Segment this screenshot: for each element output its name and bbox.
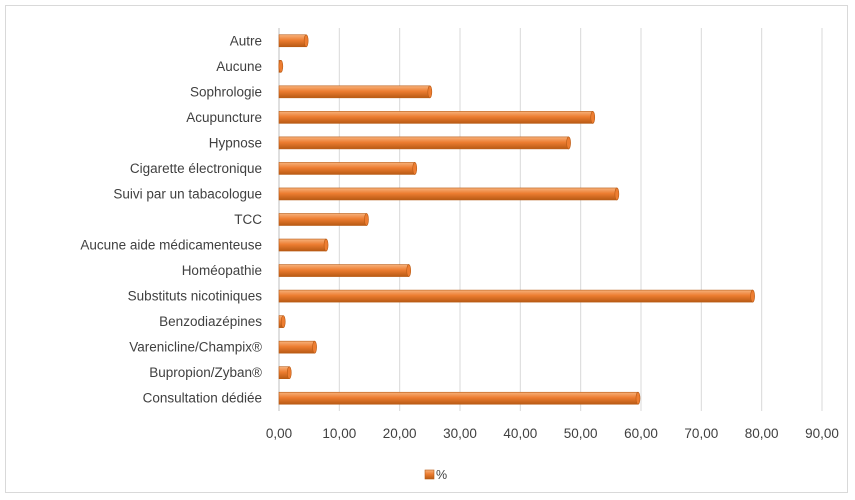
bar-body bbox=[278, 34, 307, 48]
bar-body bbox=[278, 136, 569, 150]
x-tick-label: 0,00 bbox=[266, 426, 292, 441]
x-tick-label: 50,00 bbox=[564, 426, 598, 441]
bar-cap bbox=[323, 238, 329, 252]
bar bbox=[278, 340, 317, 354]
bar bbox=[278, 213, 369, 226]
bar-body bbox=[278, 162, 416, 175]
bar bbox=[278, 187, 620, 201]
category-label: Aucune bbox=[216, 59, 262, 74]
bar-cap bbox=[750, 289, 755, 303]
bar-cap bbox=[614, 187, 620, 201]
bar bbox=[278, 264, 412, 277]
bars bbox=[278, 34, 755, 405]
bar-body bbox=[278, 238, 327, 252]
x-tick-label: 30,00 bbox=[443, 426, 477, 441]
bar bbox=[278, 391, 641, 405]
x-tick-label: 40,00 bbox=[503, 426, 537, 441]
bar-cap bbox=[280, 315, 286, 328]
bar bbox=[278, 315, 286, 328]
category-label: Benzodiazépines bbox=[159, 314, 262, 329]
category-label: Substituts nicotiniques bbox=[128, 289, 263, 304]
bar bbox=[278, 34, 309, 48]
x-tick-label: 80,00 bbox=[745, 426, 779, 441]
category-label: Autre bbox=[230, 33, 262, 48]
legend-label: % bbox=[436, 468, 447, 482]
legend-swatch bbox=[424, 469, 435, 480]
bar-cap bbox=[278, 60, 284, 73]
x-tick-label: 70,00 bbox=[684, 426, 718, 441]
bar-body bbox=[278, 111, 594, 124]
category-label: Homéopathie bbox=[182, 263, 262, 278]
bar bbox=[278, 366, 292, 380]
bar bbox=[278, 162, 418, 175]
bar-cap bbox=[364, 213, 369, 226]
bar-body bbox=[278, 391, 639, 405]
bar bbox=[278, 111, 596, 124]
bar-cap bbox=[286, 366, 292, 380]
bar-body bbox=[278, 85, 431, 99]
category-label: Cigarette électronique bbox=[130, 161, 262, 176]
x-tick-label: 60,00 bbox=[624, 426, 658, 441]
bar-cap bbox=[427, 85, 433, 99]
category-label: Bupropion/Zyban® bbox=[149, 365, 262, 380]
x-tick-label: 20,00 bbox=[383, 426, 417, 441]
category-label: Suivi par un tabacologue bbox=[113, 186, 262, 201]
category-label: Varenicline/Champix® bbox=[129, 340, 262, 355]
bar-cap bbox=[566, 136, 571, 150]
bar-body bbox=[278, 187, 618, 201]
category-label: Sophrologie bbox=[190, 84, 262, 99]
bar-cap bbox=[312, 340, 317, 354]
x-tick-label: 90,00 bbox=[805, 426, 839, 441]
x-axis-ticks: 0,00 10,00 20,00 30,00 40,00 50,00 60,00 70,00 8… bbox=[266, 426, 839, 441]
category-label: Acupuncture bbox=[186, 110, 262, 125]
category-label: Hypnose bbox=[209, 135, 262, 150]
bar bbox=[278, 136, 571, 150]
bar-body bbox=[278, 213, 367, 226]
x-tick-label: 10,00 bbox=[322, 426, 356, 441]
bar-body bbox=[278, 264, 410, 277]
bar bbox=[278, 289, 755, 303]
bar-body bbox=[278, 289, 753, 303]
category-label: TCC bbox=[234, 212, 262, 227]
bar-cap bbox=[635, 391, 641, 405]
bar-cap bbox=[406, 264, 412, 277]
bar bbox=[278, 238, 329, 252]
category-label: Aucune aide médicamenteuse bbox=[80, 238, 262, 253]
bar-body bbox=[278, 340, 315, 354]
legend: % bbox=[424, 468, 447, 482]
bar-cap bbox=[412, 162, 418, 175]
category-label: Consultation dédiée bbox=[143, 391, 262, 406]
bar-cap bbox=[303, 34, 309, 48]
bar bbox=[278, 59, 284, 73]
category-labels: Autre Aucune Sophrologie Acupuncture Hypnose… bbox=[80, 33, 262, 405]
bar-cap bbox=[590, 111, 596, 124]
bar bbox=[278, 85, 433, 99]
